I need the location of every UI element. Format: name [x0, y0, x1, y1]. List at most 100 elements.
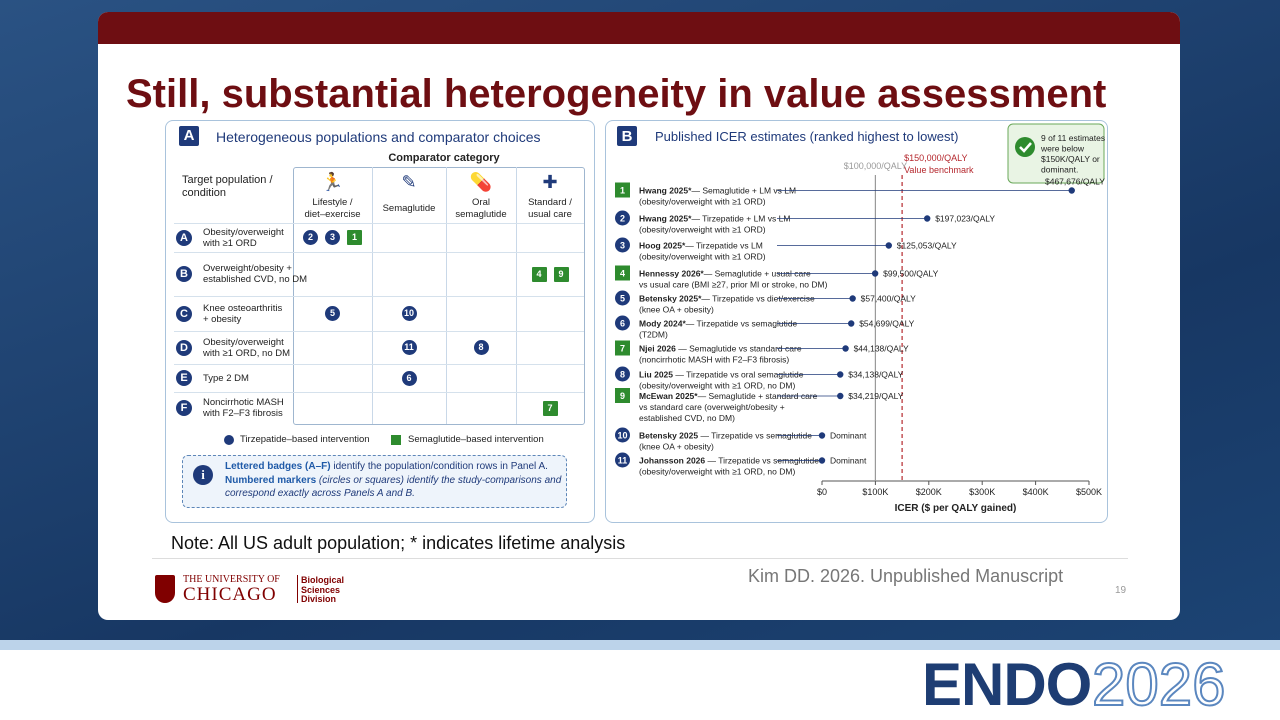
column-divider	[446, 167, 447, 424]
study-marker: 11	[401, 340, 417, 355]
column-divider	[372, 167, 373, 424]
dot	[842, 345, 849, 352]
dot	[924, 215, 931, 222]
row-letter: B	[176, 266, 192, 282]
study-marker: 10	[401, 306, 417, 321]
column-divider	[516, 167, 517, 424]
study-label: Mody 2024*— Tirzepatide vs semaglutide	[639, 319, 798, 329]
row-letter: A	[176, 229, 192, 246]
study-description: (knee OA + obesity)	[639, 442, 714, 452]
row-badge-text: 5	[620, 294, 625, 304]
value-label: $467,676/QALY	[1045, 177, 1105, 187]
study-description: — Semaglutide + LM vs LM	[691, 186, 796, 196]
column-label: Lifestyle /	[312, 197, 353, 208]
divider-strip	[0, 640, 1280, 650]
study-description: — Semaglutide vs standard care	[676, 344, 802, 354]
legend-label: Semaglutide–based intervention	[408, 434, 544, 445]
info-text: (circles or squares) identify the study-…	[316, 474, 562, 486]
row-badge	[615, 237, 630, 253]
row-divider	[174, 223, 584, 224]
info-icon: i	[193, 465, 213, 485]
study-description: (T2DM)	[639, 330, 668, 340]
logo-line1: THE UNIVERSITY OF	[183, 574, 280, 585]
study-label: Hennessy 2026*— Semaglutide + usual care	[639, 269, 811, 279]
footnote: Note: All US adult population; * indicat…	[171, 533, 626, 553]
study-marker: 3	[325, 230, 340, 245]
logo-crest	[155, 575, 175, 603]
row-badge-text: 11	[618, 456, 628, 466]
comparator-header: Comparator category	[388, 152, 500, 164]
x-tick-label: $200K	[916, 487, 942, 497]
column-label: Oral	[472, 197, 490, 208]
study-description: (obesity/overweight with ≥1 ORD)	[639, 225, 766, 235]
row-badge	[615, 452, 630, 468]
callout-box	[1007, 123, 1105, 184]
reference-label: $100,000/QALY	[844, 161, 907, 171]
study-name: Betensky 2025	[639, 431, 698, 441]
separator	[152, 558, 1128, 559]
study-description: (knee OA + obesity)	[639, 305, 714, 315]
study-description: (noncirrhotic MASH with F2–F3 fibrosis)	[639, 355, 789, 365]
column-icon: 🏃	[321, 172, 344, 192]
row-header: condition	[182, 187, 227, 199]
dot	[837, 392, 844, 400]
row-letter: D	[176, 339, 192, 356]
citation: Kim DD. 2026. Unpublished Manuscript	[748, 566, 1064, 586]
column-icon: 💊	[469, 172, 493, 192]
row-badge	[615, 340, 630, 356]
study-marker: 9	[553, 266, 569, 282]
study-description: established CVD, no DM)	[639, 413, 735, 423]
info-text: Lettered badges (A–F)	[225, 461, 331, 472]
callout-text: were below	[1040, 144, 1085, 154]
icer-chart: B Published ICER estimates (ranked highes…	[615, 123, 1105, 514]
dot	[885, 242, 892, 249]
dot	[818, 457, 826, 464]
study-description: — Semaglutide + standard care	[698, 391, 818, 401]
row-badge-text: 1	[620, 186, 625, 196]
row-letter: C	[176, 305, 192, 322]
panel-label-text: B	[622, 128, 633, 145]
row-label: with ≥1 ORD	[203, 237, 257, 249]
row-label: established CVD, no DM	[203, 274, 308, 285]
legend-circle	[224, 435, 234, 445]
study-name: Johansson 2026	[639, 456, 705, 466]
logo-division: Division	[301, 594, 337, 604]
row-label: Obesity/overweight	[203, 336, 284, 348]
column-label: usual care	[528, 209, 572, 220]
x-tick-label: $0	[817, 487, 827, 497]
row-badge	[615, 182, 630, 198]
column-label: diet–exercise	[304, 209, 361, 220]
legend-square	[391, 435, 401, 445]
row-badge-text: 7	[620, 344, 625, 354]
x-tick-label: $500K	[1076, 487, 1102, 497]
reference-note: Value benchmark	[904, 165, 974, 175]
study-description: — Tirzepatide vs LM	[685, 241, 762, 251]
study-label: Liu 2025 — Tirzepatide vs oral semagluti…	[639, 370, 804, 380]
study-name: Betensky 2025*	[639, 294, 702, 304]
dot	[1068, 187, 1075, 194]
study-description: — Tirzepatide + LM vs LM	[691, 214, 790, 224]
study-name: McEwan 2025*	[639, 391, 698, 401]
study-description: — Tirzepatide vs diet/exercise	[701, 294, 815, 304]
row-label: + obesity	[203, 313, 242, 325]
callout-text: 9 of 11 estimates	[1041, 133, 1105, 143]
study-marker: 4	[531, 266, 547, 282]
info-text: identify the population/condition rows i…	[330, 461, 548, 472]
row-letter: F	[176, 400, 192, 416]
callout-check	[1015, 137, 1035, 157]
x-axis-title: ICER ($ per QALY gained)	[895, 503, 1017, 514]
study-description: (obesity/overweight with ≥1 ORD)	[639, 252, 766, 262]
legend-label: Tirzepatide–based intervention	[240, 434, 370, 445]
dot	[818, 432, 826, 439]
row-badge	[615, 210, 630, 226]
info-text: Numbered markers	[225, 474, 317, 486]
row-divider	[174, 392, 584, 393]
panel-b	[605, 120, 1108, 523]
row-label: with F2–F3 fibrosis	[203, 408, 283, 419]
panel-label: A	[179, 126, 199, 146]
column-label: semaglutide	[455, 209, 507, 220]
value-label: $44,138/QALY	[854, 344, 909, 354]
row-label: Obesity/overweight	[203, 226, 284, 238]
x-tick-label: $300K	[969, 487, 995, 497]
